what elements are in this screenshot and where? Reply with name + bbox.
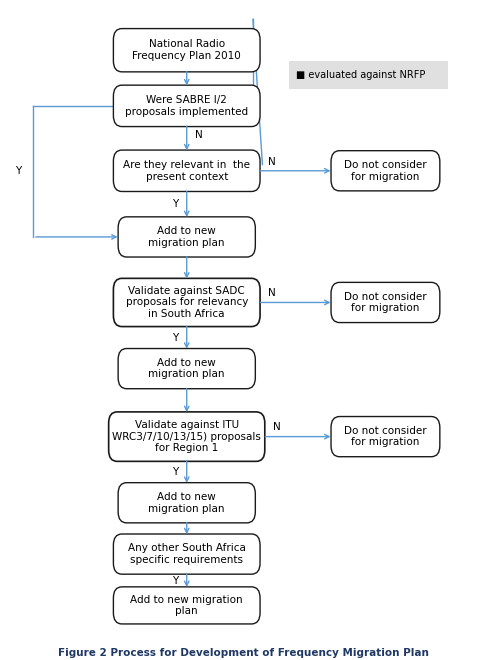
Text: Y: Y <box>172 467 178 477</box>
FancyBboxPatch shape <box>118 482 255 523</box>
FancyBboxPatch shape <box>331 416 440 457</box>
Text: ■ evaluated against NRFP: ■ evaluated against NRFP <box>296 70 425 80</box>
FancyBboxPatch shape <box>113 279 260 327</box>
Text: Figure 2 Process for Development of Frequency Migration Plan: Figure 2 Process for Development of Freq… <box>58 648 429 658</box>
Text: National Radio
Frequency Plan 2010: National Radio Frequency Plan 2010 <box>132 40 241 61</box>
FancyBboxPatch shape <box>113 150 260 191</box>
Text: Add to new
migration plan: Add to new migration plan <box>149 492 225 513</box>
Text: Do not consider
for migration: Do not consider for migration <box>344 292 427 314</box>
FancyBboxPatch shape <box>118 348 255 389</box>
Text: N: N <box>268 288 276 298</box>
FancyBboxPatch shape <box>113 534 260 574</box>
Text: N: N <box>195 130 203 140</box>
Text: N: N <box>273 422 281 432</box>
Text: Do not consider
for migration: Do not consider for migration <box>344 160 427 182</box>
FancyBboxPatch shape <box>113 85 260 127</box>
FancyBboxPatch shape <box>113 28 260 72</box>
FancyBboxPatch shape <box>331 282 440 323</box>
FancyBboxPatch shape <box>118 217 255 257</box>
Text: N: N <box>268 156 276 166</box>
Text: Validate against SADC
proposals for relevancy
in South Africa: Validate against SADC proposals for rele… <box>126 286 248 319</box>
FancyBboxPatch shape <box>331 150 440 191</box>
Text: Y: Y <box>172 576 178 585</box>
Text: Y: Y <box>172 333 178 343</box>
Text: Do not consider
for migration: Do not consider for migration <box>344 426 427 447</box>
FancyBboxPatch shape <box>289 61 449 89</box>
Text: Add to new
migration plan: Add to new migration plan <box>149 358 225 380</box>
FancyBboxPatch shape <box>109 412 265 461</box>
Text: Any other South Africa
specific requirements: Any other South Africa specific requirem… <box>128 543 245 565</box>
Text: Y: Y <box>15 166 21 176</box>
Text: Validate against ITU
WRC3/7/10/13/15) proposals
for Region 1: Validate against ITU WRC3/7/10/13/15) pr… <box>112 420 261 453</box>
Text: Are they relevant in  the
present context: Are they relevant in the present context <box>123 160 250 182</box>
Text: Add to new migration
plan: Add to new migration plan <box>131 595 243 616</box>
Text: Were SABRE I/2
proposals implemented: Were SABRE I/2 proposals implemented <box>125 95 248 117</box>
FancyBboxPatch shape <box>113 587 260 624</box>
Text: Add to new
migration plan: Add to new migration plan <box>149 226 225 248</box>
Text: Y: Y <box>172 199 178 209</box>
